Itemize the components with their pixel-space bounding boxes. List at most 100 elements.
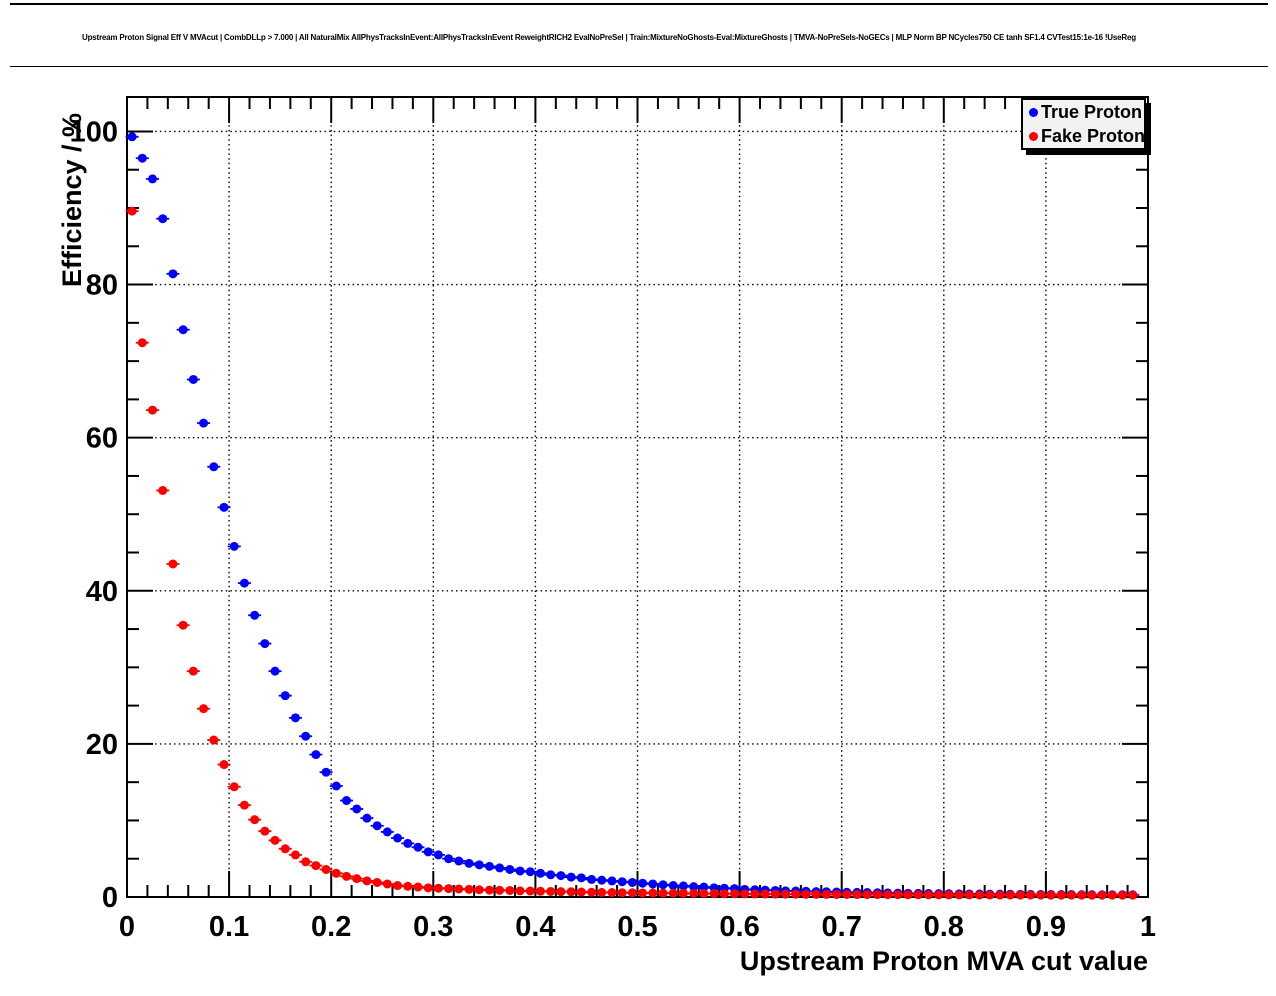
data-point <box>934 890 944 900</box>
data-point <box>648 888 658 898</box>
data-point <box>444 854 454 864</box>
tick-labels: 0 0.1 0.2 0.3 0.4 0.5 0.6 0.7 0.8 0.9 1 0 20 40 60 80 10… <box>70 116 1156 943</box>
data-point <box>444 884 454 894</box>
data-point <box>638 878 648 888</box>
data-point <box>433 883 443 893</box>
data-point <box>148 174 158 184</box>
data-point <box>750 889 760 899</box>
data-point <box>362 876 372 886</box>
data-point <box>1046 890 1056 900</box>
data-point <box>311 750 321 760</box>
data-point <box>495 863 505 873</box>
data-point <box>301 857 311 867</box>
data-point <box>954 890 964 900</box>
data-point <box>821 889 831 899</box>
data-point <box>587 874 597 884</box>
data-point <box>985 890 995 900</box>
data-point <box>484 885 494 895</box>
data-point <box>556 871 566 881</box>
title-pad-border <box>10 66 1268 67</box>
data-point <box>199 704 209 714</box>
data-point <box>127 206 137 216</box>
gridlines <box>127 97 1148 897</box>
y-tick-label: 20 <box>86 729 118 761</box>
x-tick-label: 0.3 <box>413 911 453 943</box>
legend: True Proton Fake Proton <box>1021 98 1146 150</box>
data-point <box>290 713 300 723</box>
data-point <box>372 877 382 887</box>
y-tick-label: 80 <box>86 270 118 302</box>
data-point <box>862 890 872 900</box>
data-point <box>464 884 474 894</box>
data-point <box>158 485 168 495</box>
y-axis-title: Efficiency / % <box>57 112 87 287</box>
fake-proton-marker-icon <box>1029 131 1038 141</box>
true-proton-marker-icon <box>1029 107 1038 117</box>
y-tick-label: 0 <box>102 882 118 914</box>
data-point <box>852 890 862 900</box>
data-point <box>270 666 280 676</box>
x-tick-label: 1 <box>1140 911 1156 943</box>
data-point <box>474 860 484 870</box>
data-point <box>597 887 607 897</box>
data-point <box>505 885 515 895</box>
data-point <box>627 877 637 887</box>
y-tick-label: 100 <box>70 116 118 148</box>
data-point <box>250 815 260 825</box>
data-point <box>362 813 372 823</box>
data-point <box>781 889 791 899</box>
data-point <box>668 888 678 898</box>
data-point <box>219 502 229 512</box>
data-point <box>331 868 341 878</box>
data-point <box>321 767 331 777</box>
data-point <box>250 610 260 620</box>
data-point <box>995 890 1005 900</box>
data-point <box>658 888 668 898</box>
data-point <box>188 374 198 384</box>
data-point <box>495 885 505 895</box>
legend-label-fake-proton: Fake Proton <box>1041 126 1146 146</box>
data-point <box>1077 890 1087 900</box>
data-point <box>1026 890 1036 900</box>
data-point <box>1056 890 1066 900</box>
data-point <box>403 838 413 848</box>
data-point <box>137 153 147 163</box>
x-tick-label: 0.9 <box>1026 911 1066 943</box>
data-point <box>505 864 515 874</box>
data-point <box>689 882 699 892</box>
data-point <box>342 871 352 881</box>
data-point <box>423 883 433 893</box>
data-point <box>617 888 627 898</box>
data-point <box>127 132 137 142</box>
data-point <box>546 870 556 880</box>
data-point <box>1107 890 1117 900</box>
data-point <box>148 405 158 415</box>
data-point <box>536 886 546 896</box>
data-point <box>382 879 392 889</box>
x-axis-title: Upstream Proton MVA cut value <box>739 946 1148 976</box>
data-point <box>944 890 954 900</box>
data-point <box>372 821 382 831</box>
data-point <box>617 877 627 887</box>
data-point <box>229 541 239 551</box>
plot-title: Upstream Proton Signal Eff V MVAcut | Co… <box>82 33 1136 42</box>
data-point <box>525 886 535 896</box>
data-point <box>913 890 923 900</box>
data-point <box>352 804 362 814</box>
data-point <box>229 782 239 792</box>
data-point <box>433 850 443 860</box>
data-point <box>638 888 648 898</box>
data-point <box>484 861 494 871</box>
data-point <box>678 888 688 898</box>
data-point <box>219 760 229 770</box>
data-point <box>1066 890 1076 900</box>
data-point <box>607 876 617 886</box>
data-point <box>280 844 290 854</box>
data-point <box>668 881 678 891</box>
data-point <box>903 890 913 900</box>
x-tick-label: 0.2 <box>311 911 351 943</box>
data-point <box>566 872 576 882</box>
data-point <box>393 881 403 891</box>
